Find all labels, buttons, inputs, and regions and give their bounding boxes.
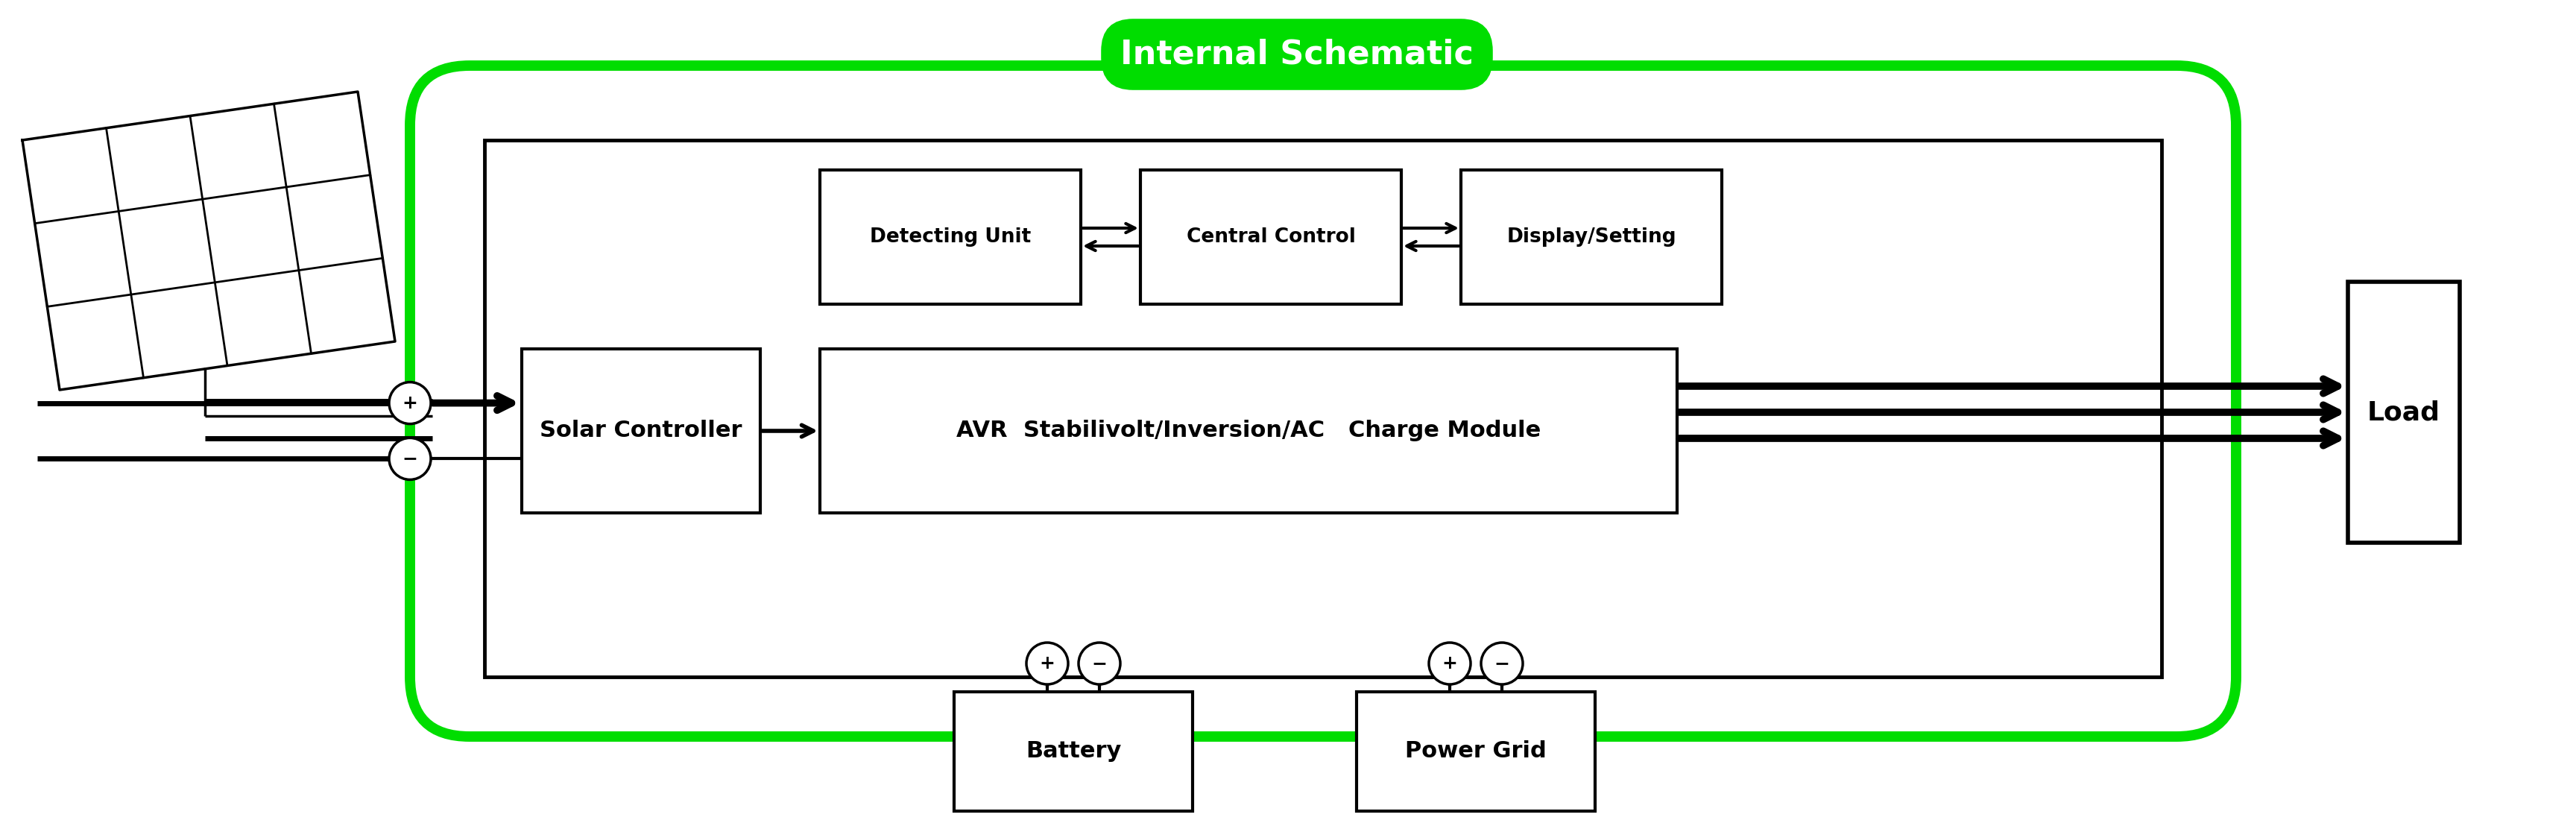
FancyBboxPatch shape — [1103, 21, 1492, 88]
Bar — [819, 349, 1677, 513]
Bar — [819, 170, 1082, 304]
Text: Battery: Battery — [1025, 741, 1121, 762]
Bar — [1461, 170, 1721, 304]
Text: −: − — [1494, 654, 1510, 672]
Bar — [1358, 692, 1595, 811]
Text: Central Control: Central Control — [1188, 227, 1355, 247]
Text: −: − — [402, 450, 417, 468]
Bar — [1141, 170, 1401, 304]
Bar — [2347, 282, 2460, 543]
Circle shape — [389, 438, 430, 480]
Bar — [484, 140, 2161, 676]
Circle shape — [1079, 643, 1121, 685]
Circle shape — [1025, 643, 1069, 685]
Text: Internal Schematic: Internal Schematic — [1121, 38, 1473, 70]
Text: Solar Controller: Solar Controller — [541, 420, 742, 442]
Bar — [953, 692, 1193, 811]
Text: Power Grid: Power Grid — [1404, 741, 1546, 762]
Text: Display/Setting: Display/Setting — [1507, 227, 1677, 247]
FancyBboxPatch shape — [410, 65, 2236, 737]
Text: Detecting Unit: Detecting Unit — [871, 227, 1030, 247]
Text: AVR  Stabilivolt/Inversion/AC   Charge Module: AVR Stabilivolt/Inversion/AC Charge Modu… — [956, 420, 1540, 442]
Text: +: + — [402, 394, 417, 412]
Circle shape — [1430, 643, 1471, 685]
Circle shape — [1481, 643, 1522, 685]
Text: +: + — [1041, 654, 1056, 672]
Text: −: − — [1092, 654, 1108, 672]
Bar — [523, 349, 760, 513]
Text: Load: Load — [2367, 400, 2439, 425]
Circle shape — [389, 382, 430, 424]
Text: +: + — [1443, 654, 1458, 672]
